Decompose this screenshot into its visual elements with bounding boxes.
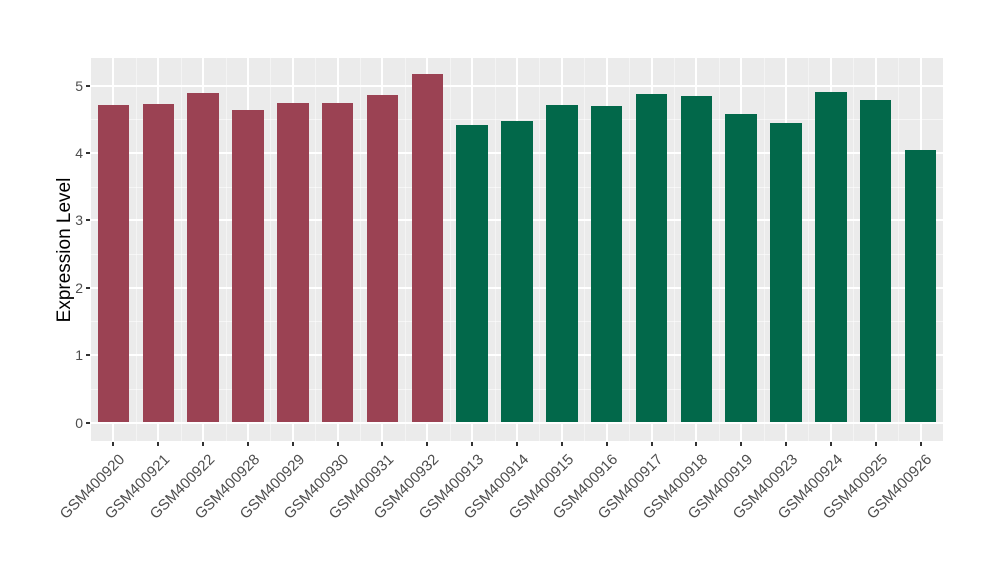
bar-GSM400926 bbox=[904, 150, 937, 423]
y-tick-label: 3 bbox=[75, 212, 83, 229]
bar-GSM400931 bbox=[366, 94, 399, 423]
bar-GSM400919 bbox=[725, 113, 757, 423]
y-tick-label: 0 bbox=[75, 414, 83, 431]
y-tick-mark bbox=[86, 421, 90, 424]
x-tick-mark bbox=[785, 442, 788, 446]
bar-GSM400914 bbox=[501, 121, 533, 423]
x-tick-mark bbox=[919, 442, 922, 446]
x-tick-mark bbox=[516, 442, 518, 446]
gridline-minor-x bbox=[808, 58, 810, 441]
bar-GSM400918 bbox=[680, 96, 713, 423]
x-tick-mark bbox=[605, 442, 608, 446]
gridline-minor-x bbox=[225, 58, 227, 441]
bar-GSM400930 bbox=[321, 103, 354, 423]
gridline-minor-x bbox=[584, 58, 586, 441]
x-tick-mark bbox=[829, 442, 832, 446]
x-tick-mark bbox=[112, 442, 115, 446]
y-tick-mark bbox=[86, 84, 90, 87]
gridline-minor-x bbox=[629, 58, 631, 441]
gridline-minor-x bbox=[853, 58, 855, 441]
bar-GSM400920 bbox=[97, 105, 130, 423]
x-tick-mark bbox=[560, 442, 563, 446]
gridline-minor-x bbox=[673, 58, 675, 441]
y-tick-label: 4 bbox=[75, 144, 83, 161]
gridline-minor-x bbox=[494, 58, 496, 441]
bar-GSM400929 bbox=[277, 103, 309, 423]
x-tick-mark bbox=[157, 442, 160, 446]
x-tick-mark bbox=[291, 442, 294, 446]
bar-GSM400924 bbox=[815, 91, 847, 423]
bar-GSM400922 bbox=[187, 92, 219, 423]
bar-GSM400928 bbox=[232, 110, 264, 423]
gridline-minor-x bbox=[270, 58, 272, 441]
gridline-minor-x bbox=[539, 58, 541, 441]
gridline-minor-x bbox=[404, 58, 406, 441]
x-tick-mark bbox=[471, 442, 474, 446]
gridline-minor-x bbox=[135, 58, 137, 441]
gridline-minor-x bbox=[315, 58, 317, 441]
gridline-minor-x bbox=[449, 58, 451, 441]
plot-panel bbox=[91, 58, 943, 441]
x-tick-mark bbox=[202, 442, 205, 446]
y-tick-label: 2 bbox=[75, 279, 83, 296]
x-tick-mark bbox=[650, 442, 653, 446]
y-tick-label: 1 bbox=[75, 347, 83, 364]
y-tick-mark bbox=[86, 286, 90, 289]
bar-GSM400925 bbox=[859, 100, 892, 423]
gridline-minor-x bbox=[718, 58, 720, 441]
bar-GSM400913 bbox=[456, 124, 488, 423]
x-tick-mark bbox=[740, 442, 743, 446]
gridline-minor-x bbox=[763, 58, 765, 441]
x-tick-mark bbox=[336, 442, 339, 446]
bar-GSM400921 bbox=[142, 103, 174, 423]
y-tick-mark bbox=[86, 219, 90, 222]
gridline-minor-x bbox=[898, 58, 900, 441]
x-tick-mark bbox=[381, 442, 384, 446]
x-tick-mark bbox=[426, 442, 429, 446]
x-tick-mark bbox=[695, 442, 698, 446]
y-tick-mark bbox=[86, 151, 90, 154]
y-tick-label: 5 bbox=[75, 77, 83, 94]
bar-GSM400915 bbox=[546, 105, 578, 423]
y-axis-title: Expression Level bbox=[54, 177, 75, 323]
bar-GSM400923 bbox=[770, 123, 802, 423]
x-tick-mark bbox=[246, 442, 249, 446]
gridline-minor-x bbox=[360, 58, 362, 441]
bar-GSM400932 bbox=[411, 74, 444, 423]
x-tick-mark bbox=[874, 442, 877, 446]
bar-GSM400917 bbox=[635, 93, 668, 423]
bar-GSM400916 bbox=[590, 105, 623, 423]
gridline-minor-x bbox=[180, 58, 182, 441]
y-tick-mark bbox=[86, 354, 90, 357]
